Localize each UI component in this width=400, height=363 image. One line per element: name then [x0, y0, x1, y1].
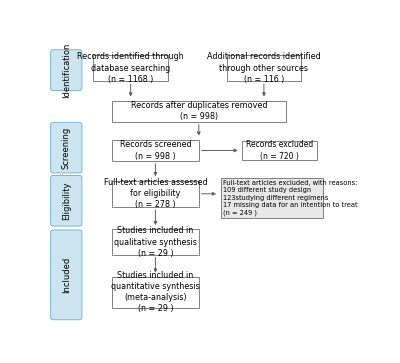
Text: Additional records identified
through other sources
(n = 116 ): Additional records identified through ot…	[207, 52, 321, 83]
FancyBboxPatch shape	[94, 55, 168, 81]
FancyBboxPatch shape	[112, 140, 199, 161]
Text: Full-text articles assessed
for eligibility
(n = 278 ): Full-text articles assessed for eligibil…	[104, 178, 207, 209]
FancyBboxPatch shape	[51, 50, 82, 90]
Text: Eligibility: Eligibility	[62, 182, 71, 220]
Text: Records identified through
database searching
(n = 1168 ): Records identified through database sear…	[77, 52, 184, 83]
Text: Screening: Screening	[62, 127, 71, 169]
FancyBboxPatch shape	[51, 230, 82, 320]
FancyBboxPatch shape	[51, 175, 82, 226]
FancyBboxPatch shape	[242, 142, 317, 160]
FancyBboxPatch shape	[112, 277, 199, 308]
FancyBboxPatch shape	[227, 55, 301, 81]
Text: Records screened
(n = 998 ): Records screened (n = 998 )	[120, 140, 191, 160]
FancyBboxPatch shape	[220, 178, 323, 218]
FancyBboxPatch shape	[51, 122, 82, 173]
Text: Studies included in
qualitative synthesis
(n = 29 ): Studies included in qualitative synthesi…	[114, 227, 197, 258]
Text: Identification: Identification	[62, 42, 71, 98]
Text: Records excluded
(n = 720 ): Records excluded (n = 720 )	[246, 140, 313, 160]
FancyBboxPatch shape	[112, 229, 199, 254]
Text: Studies included in
quantitative synthesis
(meta-analysis)
(n = 29 ): Studies included in quantitative synthes…	[111, 271, 200, 314]
Text: Included: Included	[62, 257, 71, 293]
FancyBboxPatch shape	[112, 101, 286, 122]
Text: Full-text articles excluded, with reasons:
109 different study design
123studyin: Full-text articles excluded, with reason…	[223, 180, 358, 216]
FancyBboxPatch shape	[112, 180, 199, 207]
Text: Records after duplicates removed
(n = 998): Records after duplicates removed (n = 99…	[130, 101, 267, 121]
